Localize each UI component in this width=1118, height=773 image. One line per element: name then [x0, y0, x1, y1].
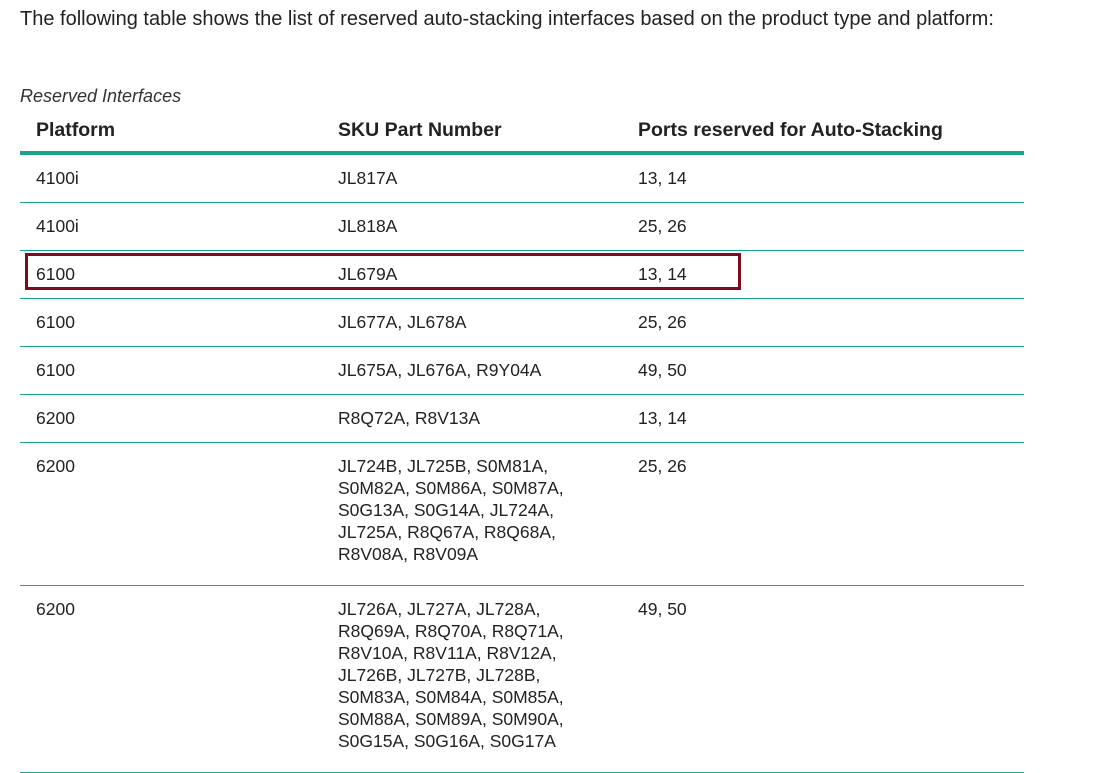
sku-line: R8Q72A, R8V13A [338, 408, 481, 428]
sku-line: JL725A, R8Q67A, R8Q68A, [338, 522, 556, 542]
sku-line: S0G15A, S0G16A, S0G17A [338, 731, 556, 751]
table-caption: Reserved Interfaces [20, 86, 182, 106]
table-row: 6100 JL675A, JL676A, R9Y04A 49, 50 [20, 346, 1024, 395]
sku-cell: JL818A [322, 202, 622, 251]
sku-cell: R8Q72A, R8V13A [322, 394, 622, 443]
sku-cell: JL679A [322, 250, 622, 299]
header-cell: SKU Part Number [322, 112, 622, 155]
sku-cell: JL726A, JL727A, JL728A, R8Q69A, R8Q70A, R… [322, 585, 622, 773]
ports-cell: 13, 14 [622, 394, 1024, 443]
table-row: 6200 JL724B, JL725B, S0M81A, S0M82A, S0M86… [20, 442, 1024, 586]
sku-line: S0M82A, S0M86A, S0M87A, [338, 478, 564, 498]
sku-line: JL726A, JL727A, JL728A, [338, 599, 541, 619]
header-row: Platform SKU Part Number Ports reserved … [20, 112, 1024, 155]
ports-cell: 13, 14 [622, 153, 1024, 203]
sku-line: R8V08A, R8V09A [338, 544, 479, 564]
sku-line: JL724B, JL725B, S0M81A, [338, 456, 549, 476]
reserved-interfaces-table: Platform SKU Part Number Ports reserved … [20, 112, 1024, 773]
ports-cell: 49, 50 [622, 585, 1024, 773]
table-row: 4100i JL818A 25, 26 [20, 202, 1024, 251]
table-row: 6200 JL726A, JL727A, JL728A, R8Q69A, R8Q70… [20, 585, 1024, 773]
sku-line: JL679A [338, 264, 398, 284]
platform-cell: 6200 [20, 442, 322, 586]
ports-cell: 25, 26 [622, 442, 1024, 586]
ports-cell: 13, 14 [622, 250, 1024, 299]
sku-line: JL726B, JL727B, JL728B, [338, 665, 541, 685]
intro-text: The following table shows the list of re… [20, 8, 994, 30]
sku-line: JL818A [338, 216, 398, 236]
table-row: 6100 JL677A, JL678A 25, 26 [20, 298, 1024, 347]
sku-line: JL677A, JL678A [338, 312, 467, 332]
table-row: 4100i JL817A 13, 14 [20, 153, 1024, 203]
platform-cell: 6200 [20, 394, 322, 443]
sku-line: S0M83A, S0M84A, S0M85A, [338, 687, 564, 707]
platform-cell: 6100 [20, 250, 322, 299]
sku-line: JL817A [338, 168, 398, 188]
sku-line: R8V10A, R8V11A, R8V12A, [338, 643, 557, 663]
table-row: 6100 JL679A 13, 14 [20, 250, 1024, 299]
sku-cell: JL675A, JL676A, R9Y04A [322, 346, 622, 395]
table-body: 4100i JL817A 13, 14 4100i JL818A 25, 26 6100 JL… [20, 153, 1024, 773]
sku-line: S0G13A, S0G14A, JL724A, [338, 500, 554, 520]
platform-cell: 6200 [20, 585, 322, 773]
platform-cell: 4100i [20, 153, 322, 203]
page: The following table shows the list of re… [20, 8, 1024, 773]
header-cell: Platform [20, 112, 322, 155]
table-header: Platform SKU Part Number Ports reserved … [20, 112, 1024, 155]
sku-line: JL675A, JL676A, R9Y04A [338, 360, 542, 380]
header-cell: Ports reserved for Auto-Stacking [622, 112, 1024, 155]
ports-cell: 25, 26 [622, 298, 1024, 347]
sku-cell: JL724B, JL725B, S0M81A, S0M82A, S0M86A, S… [322, 442, 622, 586]
sku-cell: JL817A [322, 153, 622, 203]
platform-cell: 6100 [20, 298, 322, 347]
table-row: 6200 R8Q72A, R8V13A 13, 14 [20, 394, 1024, 443]
platform-cell: 4100i [20, 202, 322, 251]
sku-line: R8Q69A, R8Q70A, R8Q71A, [338, 621, 564, 641]
ports-cell: 25, 26 [622, 202, 1024, 251]
sku-line: S0M88A, S0M89A, S0M90A, [338, 709, 564, 729]
ports-cell: 49, 50 [622, 346, 1024, 395]
sku-cell: JL677A, JL678A [322, 298, 622, 347]
platform-cell: 6100 [20, 346, 322, 395]
